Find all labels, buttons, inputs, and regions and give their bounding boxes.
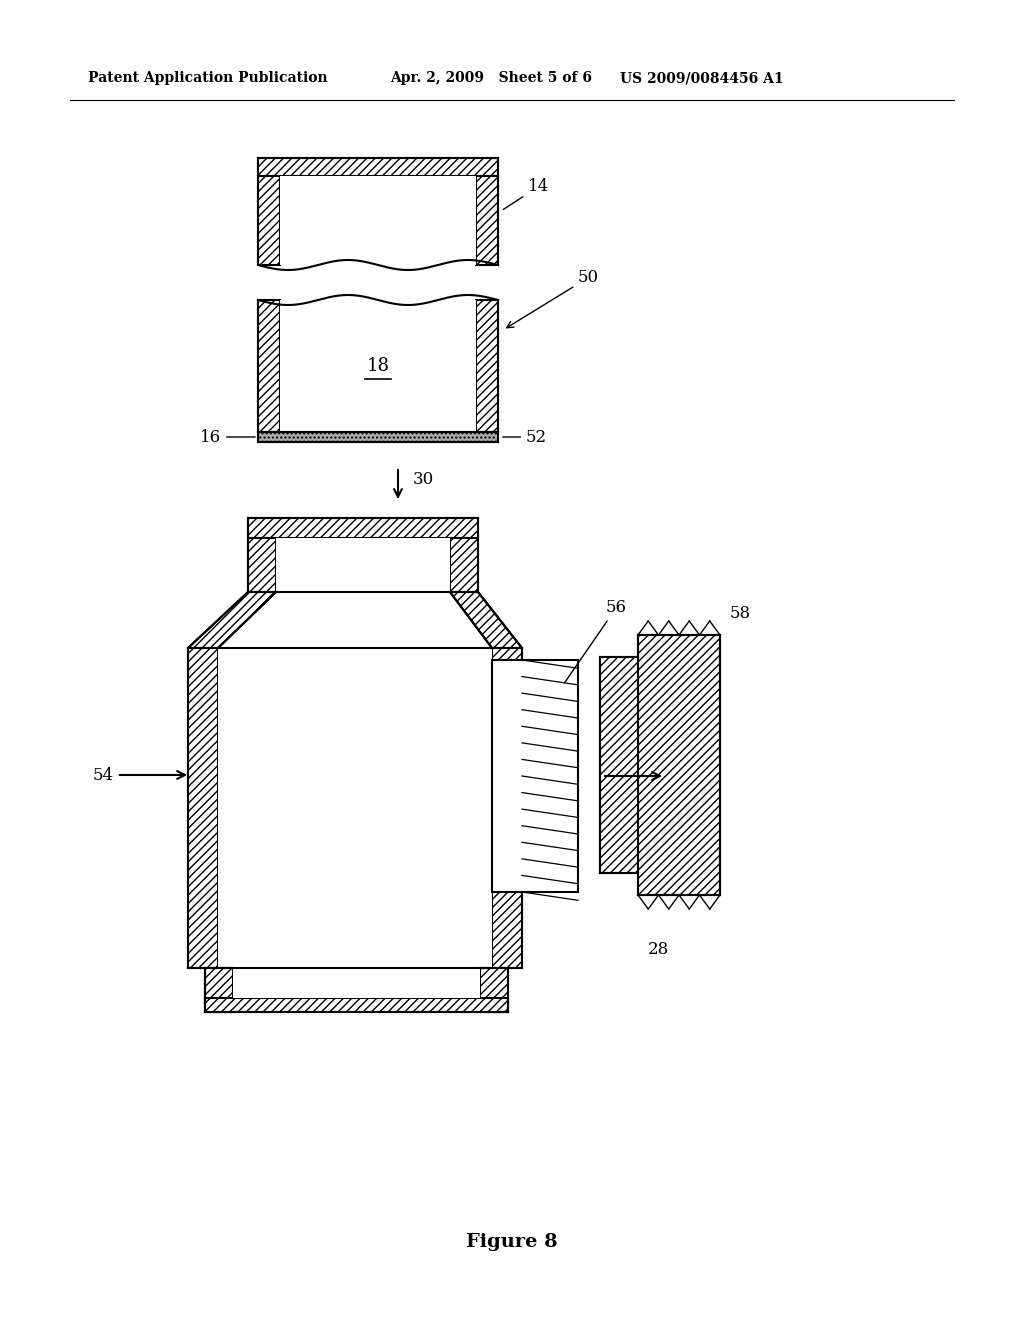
- Text: 16: 16: [200, 429, 255, 446]
- Polygon shape: [280, 300, 476, 432]
- Text: 52: 52: [503, 429, 547, 446]
- Text: 58: 58: [730, 605, 752, 622]
- Polygon shape: [276, 539, 450, 591]
- Polygon shape: [218, 648, 492, 968]
- Text: 56: 56: [564, 599, 627, 682]
- Polygon shape: [600, 657, 638, 873]
- Polygon shape: [492, 892, 522, 968]
- Text: US 2009/0084456 A1: US 2009/0084456 A1: [620, 71, 783, 84]
- Polygon shape: [205, 968, 233, 1012]
- Polygon shape: [476, 300, 498, 432]
- Polygon shape: [258, 158, 498, 176]
- Polygon shape: [492, 648, 522, 660]
- Text: Figure 8: Figure 8: [466, 1233, 558, 1251]
- Polygon shape: [205, 998, 508, 1012]
- Polygon shape: [248, 539, 276, 591]
- Polygon shape: [476, 176, 498, 265]
- Text: 28: 28: [648, 941, 670, 958]
- Polygon shape: [450, 539, 478, 591]
- Text: Apr. 2, 2009   Sheet 5 of 6: Apr. 2, 2009 Sheet 5 of 6: [390, 71, 592, 84]
- Polygon shape: [450, 591, 522, 648]
- Text: 14: 14: [504, 178, 549, 210]
- Polygon shape: [248, 517, 478, 539]
- Polygon shape: [638, 635, 720, 895]
- Text: 54: 54: [93, 767, 185, 784]
- Polygon shape: [233, 968, 480, 998]
- Polygon shape: [258, 432, 498, 442]
- Polygon shape: [280, 176, 476, 265]
- Text: Patent Application Publication: Patent Application Publication: [88, 71, 328, 84]
- Text: 30: 30: [413, 471, 434, 488]
- Polygon shape: [188, 648, 218, 968]
- Polygon shape: [480, 968, 508, 1012]
- Polygon shape: [258, 176, 280, 265]
- Polygon shape: [188, 591, 276, 648]
- Text: 18: 18: [367, 356, 389, 375]
- Polygon shape: [258, 300, 280, 432]
- Text: 50: 50: [507, 269, 599, 327]
